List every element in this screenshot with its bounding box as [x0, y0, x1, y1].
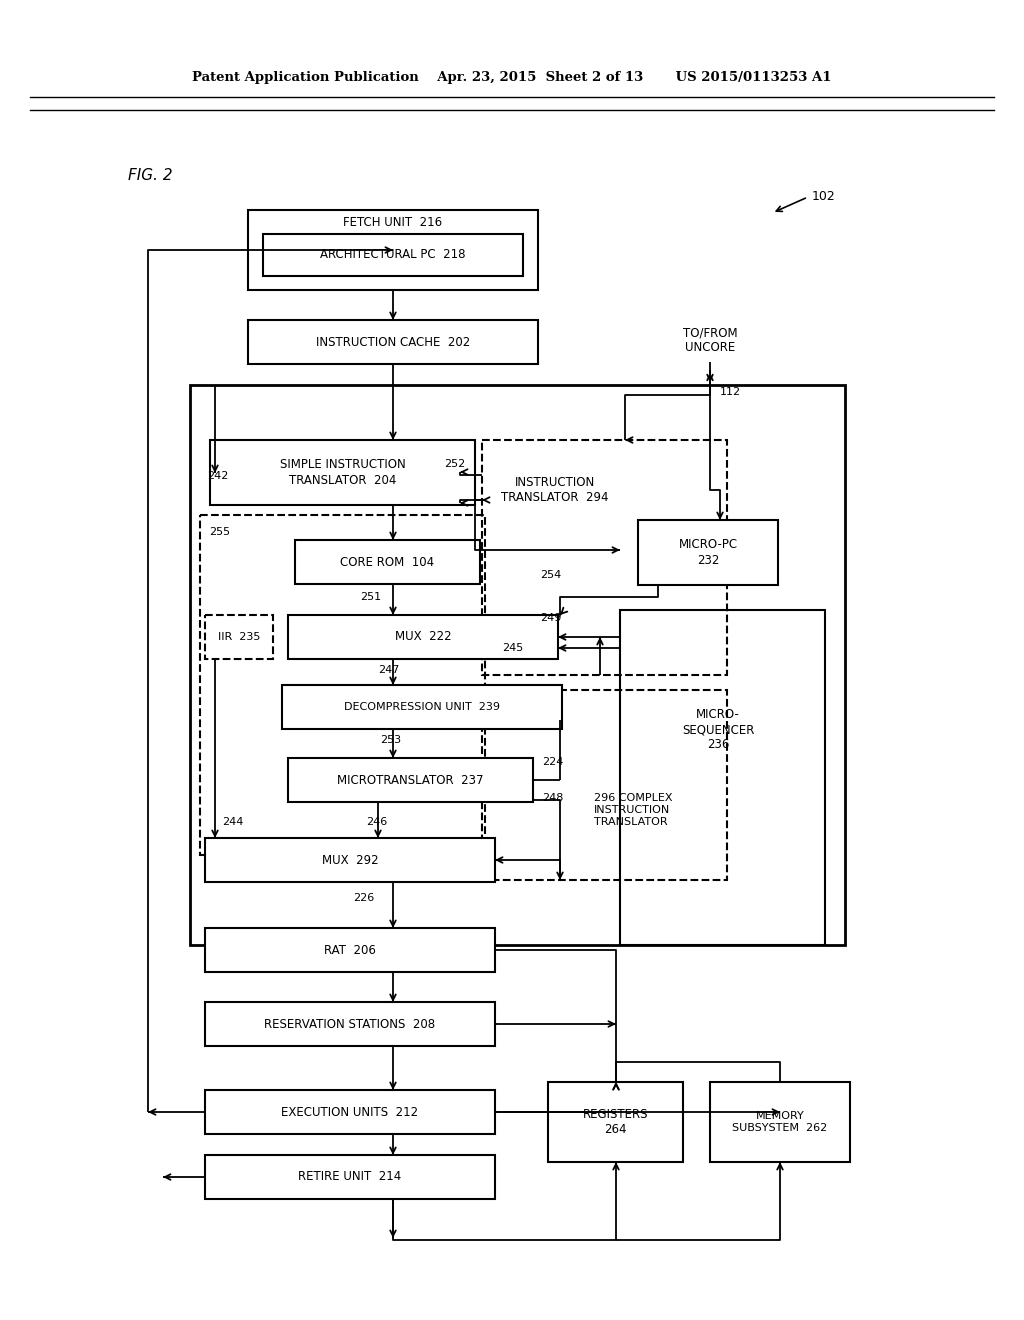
Text: 245: 245 [502, 643, 523, 653]
Text: MUX  292: MUX 292 [322, 854, 378, 866]
Bar [282, 685, 562, 729]
Text: 249: 249 [540, 612, 561, 623]
Bar [288, 758, 534, 803]
Text: 247: 247 [378, 665, 399, 675]
Text: FIG. 2: FIG. 2 [128, 168, 173, 182]
Text: 254: 254 [540, 570, 561, 579]
Bar [210, 440, 475, 506]
Bar [205, 1155, 495, 1199]
Text: RAT  206: RAT 206 [324, 944, 376, 957]
Bar [248, 210, 538, 290]
Bar [205, 928, 495, 972]
Text: 102: 102 [812, 190, 836, 203]
Text: ARCHITECTURAL PC  218: ARCHITECTURAL PC 218 [321, 248, 466, 261]
Text: 112: 112 [720, 387, 741, 397]
Text: TO/FROM
UNCORE: TO/FROM UNCORE [683, 326, 737, 354]
Bar [248, 319, 538, 364]
Text: Patent Application Publication    Apr. 23, 2015  Sheet 2 of 13       US 2015/011: Patent Application Publication Apr. 23, … [193, 71, 831, 84]
Text: 224: 224 [542, 756, 563, 767]
Bar [620, 610, 825, 945]
Text: FETCH UNIT  216: FETCH UNIT 216 [343, 215, 442, 228]
Text: SIMPLE INSTRUCTION
TRANSLATOR  204: SIMPLE INSTRUCTION TRANSLATOR 204 [280, 458, 406, 487]
Text: 253: 253 [380, 735, 401, 744]
Text: 251: 251 [360, 591, 381, 602]
Bar [482, 690, 727, 880]
Bar [190, 385, 845, 945]
Bar [548, 1082, 683, 1162]
Text: 255: 255 [209, 527, 230, 537]
Text: IIR  235: IIR 235 [218, 632, 260, 642]
Text: INSTRUCTION CACHE  202: INSTRUCTION CACHE 202 [315, 335, 470, 348]
Text: REGISTERS
264: REGISTERS 264 [583, 1107, 648, 1137]
Bar [710, 1082, 850, 1162]
Bar [205, 1090, 495, 1134]
Text: CORE ROM  104: CORE ROM 104 [340, 556, 434, 569]
Text: 244: 244 [222, 817, 244, 828]
Bar [482, 440, 727, 675]
Text: 226: 226 [353, 894, 374, 903]
Text: 296 COMPLEX
INSTRUCTION
TRANSLATOR: 296 COMPLEX INSTRUCTION TRANSLATOR [594, 793, 673, 826]
Bar [205, 615, 273, 659]
Bar [200, 515, 485, 855]
Text: 242: 242 [207, 471, 228, 480]
Text: INSTRUCTION
TRANSLATOR  294: INSTRUCTION TRANSLATOR 294 [502, 477, 608, 504]
Text: MICRO-PC
232: MICRO-PC 232 [679, 539, 737, 566]
Text: 246: 246 [366, 817, 387, 828]
Bar [205, 1002, 495, 1045]
Text: RETIRE UNIT  214: RETIRE UNIT 214 [298, 1171, 401, 1184]
Text: 248: 248 [542, 793, 563, 803]
Bar [295, 540, 480, 583]
Bar [638, 520, 778, 585]
Text: MICRO-
SEQUENCER
236: MICRO- SEQUENCER 236 [682, 709, 755, 751]
Bar [205, 838, 495, 882]
Text: RESERVATION STATIONS  208: RESERVATION STATIONS 208 [264, 1018, 435, 1031]
Text: DECOMPRESSION UNIT  239: DECOMPRESSION UNIT 239 [344, 702, 500, 711]
Text: EXECUTION UNITS  212: EXECUTION UNITS 212 [282, 1106, 419, 1118]
Bar [263, 234, 523, 276]
Bar [288, 615, 558, 659]
Text: MICROTRANSLATOR  237: MICROTRANSLATOR 237 [337, 774, 483, 787]
Text: 252: 252 [444, 459, 465, 469]
Text: MUX  222: MUX 222 [394, 631, 452, 644]
Text: MEMORY
SUBSYSTEM  262: MEMORY SUBSYSTEM 262 [732, 1111, 827, 1133]
